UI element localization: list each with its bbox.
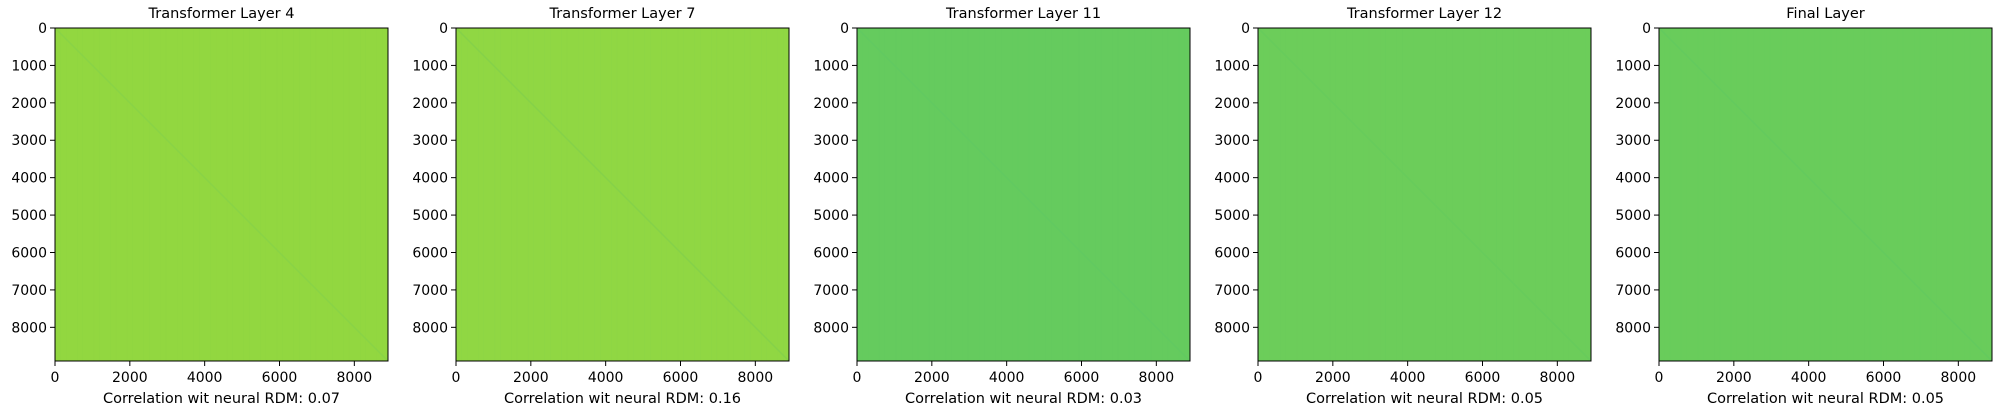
y-tick-label: 1000 bbox=[813, 58, 849, 74]
y-tick-label: 7000 bbox=[412, 283, 448, 299]
x-tick-label: 6000 bbox=[1866, 370, 1902, 386]
panel-title: Transformer Layer 7 bbox=[549, 6, 696, 22]
x-tick-label: 6000 bbox=[1465, 370, 1501, 386]
y-tick-label: 5000 bbox=[813, 208, 849, 224]
y-tick-label: 7000 bbox=[1615, 283, 1651, 299]
heatmap-panel-4: Transformer Layer 12 0 1000 2000 3000 4000 500… bbox=[1214, 6, 1592, 407]
x-tick-label: 2000 bbox=[513, 370, 549, 386]
heatmap-diagonal bbox=[856, 27, 1191, 362]
y-tick-label: 5000 bbox=[1615, 208, 1651, 224]
panel-title: Final Layer bbox=[1786, 6, 1864, 22]
x-axis-label: Correlation wit neural RDM: 0.05 bbox=[1306, 391, 1543, 407]
x-tick-label: 4000 bbox=[989, 370, 1025, 386]
y-tick-label: 1000 bbox=[1214, 58, 1250, 74]
x-tick-label: 0 bbox=[452, 370, 461, 386]
y-tick-label: 8000 bbox=[1214, 320, 1250, 336]
y-tick-label: 8000 bbox=[813, 320, 849, 336]
y-tick-label: 2000 bbox=[1615, 96, 1651, 112]
heatmap-diagonal bbox=[1257, 27, 1592, 362]
y-tick-label: 2000 bbox=[1214, 96, 1250, 112]
y-tick-label: 0 bbox=[840, 21, 849, 37]
y-tick-label: 5000 bbox=[1214, 208, 1250, 224]
y-tick-label: 8000 bbox=[1615, 320, 1651, 336]
axes-frame bbox=[1257, 27, 1592, 362]
heatmap-panel-2: Transformer Layer 7 0 1000 2000 3000 4000 5000… bbox=[412, 6, 790, 407]
y-tick-label: 5000 bbox=[11, 208, 47, 224]
y-tick-label: 4000 bbox=[11, 171, 47, 187]
x-tick-label: 8000 bbox=[1540, 370, 1576, 386]
y-tick-label: 3000 bbox=[1615, 133, 1651, 149]
x-tick-label: 2000 bbox=[1716, 370, 1752, 386]
heatmap-diagonal bbox=[54, 27, 389, 362]
y-tick-label: 3000 bbox=[412, 133, 448, 149]
panel-title: Transformer Layer 12 bbox=[1346, 6, 1502, 22]
x-tick-label: 6000 bbox=[663, 370, 699, 386]
y-tick-label: 7000 bbox=[11, 283, 47, 299]
y-tick-label: 8000 bbox=[412, 320, 448, 336]
x-tick-label: 4000 bbox=[1791, 370, 1827, 386]
y-tick-label: 7000 bbox=[813, 283, 849, 299]
heatmap-panel-1: Transformer Layer 4 0 1000 2000 3000 4000 5000… bbox=[11, 6, 389, 407]
y-tick-label: 1000 bbox=[1615, 58, 1651, 74]
y-tick-label: 4000 bbox=[1615, 171, 1651, 187]
y-tick-label: 4000 bbox=[412, 171, 448, 187]
x-tick-label: 0 bbox=[1655, 370, 1664, 386]
y-tick-label: 2000 bbox=[813, 96, 849, 112]
y-tick-label: 6000 bbox=[11, 245, 47, 261]
x-tick-label: 6000 bbox=[262, 370, 298, 386]
y-tick-label: 1000 bbox=[11, 58, 47, 74]
y-tick-label: 6000 bbox=[1615, 245, 1651, 261]
y-tick-label: 6000 bbox=[412, 245, 448, 261]
y-tick-label: 4000 bbox=[813, 171, 849, 187]
y-tick-label: 0 bbox=[1241, 21, 1250, 37]
axes-frame bbox=[455, 27, 790, 362]
x-tick-label: 8000 bbox=[1941, 370, 1977, 386]
y-tick-label: 4000 bbox=[1214, 171, 1250, 187]
x-axis-label: Correlation wit neural RDM: 0.16 bbox=[504, 391, 741, 407]
x-axis-label: Correlation wit neural RDM: 0.05 bbox=[1707, 391, 1944, 407]
x-tick-label: 0 bbox=[853, 370, 862, 386]
x-tick-label: 6000 bbox=[1064, 370, 1100, 386]
heatmap-panel-5: Final Layer 0 1000 2000 3000 4000 5000 6000 7000… bbox=[1615, 6, 1993, 407]
y-tick-label: 5000 bbox=[412, 208, 448, 224]
y-tick-label: 1000 bbox=[412, 58, 448, 74]
x-axis-label: Correlation wit neural RDM: 0.07 bbox=[103, 391, 340, 407]
y-tick-label: 2000 bbox=[412, 96, 448, 112]
x-tick-label: 8000 bbox=[1139, 370, 1175, 386]
y-tick-label: 0 bbox=[1642, 21, 1651, 37]
x-tick-label: 2000 bbox=[1315, 370, 1351, 386]
y-tick-label: 6000 bbox=[813, 245, 849, 261]
axes-frame bbox=[54, 27, 389, 362]
y-tick-label: 3000 bbox=[813, 133, 849, 149]
axes-frame bbox=[856, 27, 1191, 362]
y-tick-label: 6000 bbox=[1214, 245, 1250, 261]
x-tick-label: 4000 bbox=[1390, 370, 1426, 386]
x-tick-label: 8000 bbox=[337, 370, 373, 386]
x-tick-label: 4000 bbox=[187, 370, 223, 386]
x-tick-label: 0 bbox=[1254, 370, 1263, 386]
axes-frame bbox=[1658, 27, 1993, 362]
y-tick-label: 3000 bbox=[11, 133, 47, 149]
panel-title: Transformer Layer 4 bbox=[148, 6, 295, 22]
y-tick-label: 0 bbox=[38, 21, 47, 37]
heatmap-diagonal bbox=[1658, 27, 1993, 362]
y-tick-label: 3000 bbox=[1214, 133, 1250, 149]
heatmap-diagonal bbox=[455, 27, 790, 362]
x-tick-label: 0 bbox=[51, 370, 60, 386]
heatmap-panel-3: Transformer Layer 11 0 1000 2000 3000 4000 500… bbox=[813, 6, 1191, 407]
y-tick-label: 0 bbox=[439, 21, 448, 37]
y-tick-label: 7000 bbox=[1214, 283, 1250, 299]
panel-title: Transformer Layer 11 bbox=[945, 6, 1101, 22]
y-tick-label: 2000 bbox=[11, 96, 47, 112]
x-tick-label: 8000 bbox=[738, 370, 774, 386]
x-axis-label: Correlation wit neural RDM: 0.03 bbox=[905, 391, 1142, 407]
x-tick-label: 2000 bbox=[112, 370, 148, 386]
y-tick-label: 8000 bbox=[11, 320, 47, 336]
x-tick-label: 2000 bbox=[914, 370, 950, 386]
x-tick-label: 4000 bbox=[588, 370, 624, 386]
